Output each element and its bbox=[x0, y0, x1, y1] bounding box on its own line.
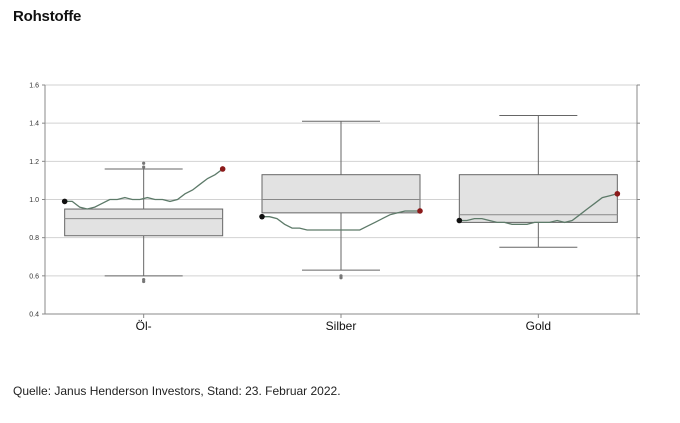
box-plot-0 bbox=[64, 161, 224, 284]
y-tick-label: 1.6 bbox=[29, 83, 39, 90]
page-title: Rohstoffe bbox=[13, 8, 82, 25]
y-tick-label: 1.0 bbox=[29, 197, 39, 204]
box-plot-1 bbox=[261, 120, 421, 280]
box-plot-2 bbox=[458, 115, 618, 248]
series-end-point bbox=[614, 190, 621, 197]
category-labels: Öl- Silber Gold bbox=[136, 319, 551, 333]
price-lines bbox=[61, 166, 621, 231]
category-label: Öl- bbox=[136, 319, 152, 333]
series-end-point bbox=[219, 166, 226, 172]
box bbox=[64, 208, 224, 237]
y-tick-label: 0.6 bbox=[29, 273, 39, 280]
series-start-point bbox=[61, 198, 68, 205]
series-line-2 bbox=[459, 193, 618, 225]
outlier-point bbox=[142, 278, 146, 282]
y-tick-label: 1.2 bbox=[29, 159, 39, 166]
series-start-point bbox=[259, 213, 265, 220]
series-end-point bbox=[417, 208, 423, 214]
source-note: Quelle: Janus Henderson Investors, Stand… bbox=[13, 384, 341, 398]
y-tick-label: 0.4 bbox=[29, 312, 39, 319]
y-tick-label: 0.8 bbox=[29, 235, 39, 242]
category-label: Gold bbox=[526, 319, 551, 333]
series-line-0 bbox=[64, 168, 224, 210]
outlier-point bbox=[339, 274, 343, 278]
series-line-1 bbox=[262, 210, 420, 231]
outlier-point bbox=[142, 165, 146, 169]
outlier-point bbox=[142, 161, 146, 165]
category-label: Silber bbox=[326, 319, 357, 333]
series-start-point bbox=[456, 217, 463, 224]
axes: 0.4 0.6 0.8 1.0 1.2 1.4 1.6 bbox=[29, 83, 640, 319]
box bbox=[261, 174, 421, 214]
box-plots bbox=[64, 115, 618, 284]
y-tick-label: 1.4 bbox=[29, 121, 39, 128]
